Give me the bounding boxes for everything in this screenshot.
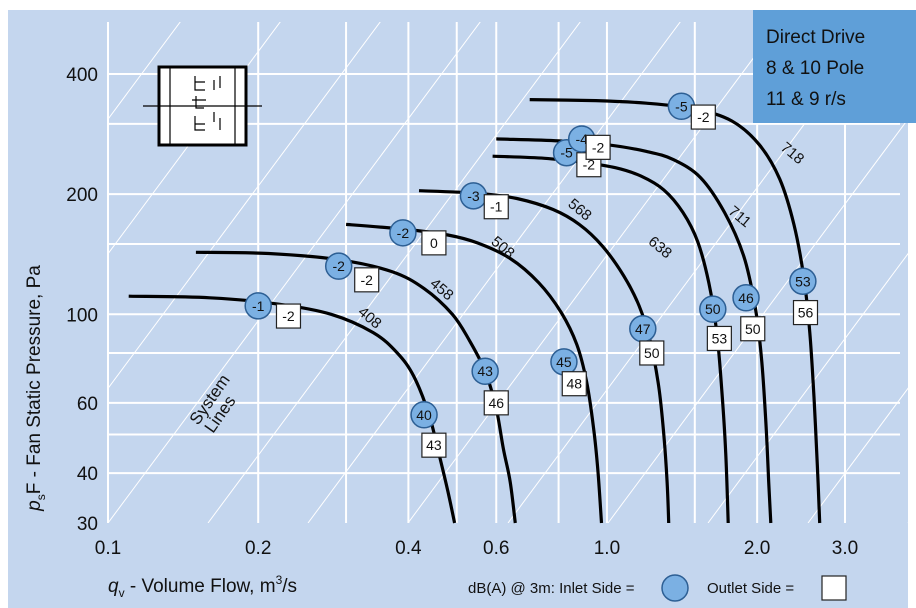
outlet-badge (421, 230, 447, 256)
x-tick-label: 0.4 (395, 538, 422, 559)
inlet-badge-value: -2 (397, 225, 410, 241)
title-box: Direct Drive 8 & 10 Pole 11 & 9 r/s (753, 10, 916, 123)
outlet-badge (275, 303, 302, 329)
y-tick-label: 30 (77, 514, 98, 535)
inlet-badge-value: 47 (635, 321, 651, 337)
x-tick-label: 0.1 (95, 538, 121, 559)
inlet-badge (324, 252, 353, 280)
y-axis-title-text: F - Fan Static Pressure, Pa (24, 265, 45, 495)
y-tick-label: 200 (66, 185, 98, 206)
x-axis-title-tail: /s (282, 576, 297, 597)
inlet-badge-value: 53 (795, 273, 811, 289)
title-line-3: 11 & 9 r/s (766, 89, 846, 110)
outlet-badge-value: -2 (592, 139, 605, 155)
outlet-badge-value: -2 (282, 308, 295, 324)
legend-outlet-square (821, 575, 847, 601)
fan-curve-568 (418, 189, 671, 524)
outlet-badge (354, 267, 380, 293)
outlet-badge-value: -2 (697, 109, 710, 125)
outlet-badge-value: -2 (583, 157, 596, 173)
x-tick-label: 0.6 (483, 538, 509, 559)
inlet-badge-value: -1 (252, 298, 265, 314)
y-axis-title-sub: s (34, 494, 48, 500)
fan-curve-408 (128, 294, 457, 524)
inlet-badge-value: -5 (560, 145, 573, 161)
inlet-badge (410, 401, 438, 429)
inlet-badge-value: 46 (738, 290, 754, 306)
y-tick-label: 100 (66, 305, 98, 326)
system-line (707, 252, 908, 523)
system-line (807, 387, 908, 523)
x-axis-title-base: q (108, 576, 119, 597)
title-line-2: 8 & 10 Pole (766, 58, 864, 79)
x-tick-label: 0.2 (245, 538, 271, 559)
system-line (207, 22, 581, 523)
outlet-badge-value: 46 (488, 395, 504, 411)
y-axis-title-base: p (24, 500, 45, 512)
inlet-badge (732, 284, 760, 312)
outlet-badge-value: 48 (566, 376, 582, 392)
inlet-badge (789, 267, 817, 296)
sound-level-badges: -1 40 -2 43 -2 43 -2 46 -2 45 0 48 -3 47 -1 50 -5 50 -2 53 -… (244, 92, 819, 458)
outlet-badge (483, 194, 509, 220)
outlet-badge-value: 53 (712, 330, 728, 346)
outlet-badge (690, 104, 716, 130)
system-line (507, 22, 881, 523)
outlet-badge-value: -2 (360, 272, 373, 288)
outlet-badge (792, 299, 819, 326)
outlet-badge-value: -1 (490, 199, 503, 215)
inlet-badge-value: -3 (467, 188, 480, 204)
legend: dB(A) @ 3m: Inlet Side = Outlet Side = (468, 574, 847, 602)
outlet-badge-value: 50 (644, 345, 660, 361)
x-axis-title-sub: v (119, 586, 125, 600)
x-tick-label: 2.0 (744, 538, 770, 559)
x-axis-title-text: - Volume Flow, m (125, 576, 276, 597)
inlet-badge (389, 219, 417, 247)
inlet-badge-value: 45 (556, 354, 572, 370)
inlet-badge-value: 50 (705, 301, 721, 317)
legend-outlet-text: Outlet Side = (707, 580, 794, 597)
system-line (108, 22, 481, 523)
outlet-badge-value: 0 (430, 235, 438, 251)
y-axis-title: psF - Fan Static Pressure, Pa (24, 265, 48, 512)
inlet-badge-value: -5 (675, 98, 688, 114)
inlet-badge-value: -2 (332, 258, 345, 274)
outlet-badge (421, 432, 447, 458)
y-tick-label: 60 (77, 394, 98, 415)
outlet-badge-value: 43 (426, 437, 442, 453)
legend-inlet-circle (661, 574, 689, 602)
inlet-badge (244, 292, 272, 320)
system-line (607, 118, 908, 523)
system-line (108, 22, 381, 390)
x-tick-label: 1.0 (594, 538, 620, 559)
inlet-badge (699, 295, 727, 323)
fan-curve-718 (529, 98, 822, 524)
outlet-badge (585, 134, 611, 160)
inlet-badge-value: 40 (416, 407, 432, 423)
fan-curve-458 (195, 250, 517, 524)
inlet-badge (471, 357, 499, 385)
outlet-badge-value: 56 (798, 305, 814, 321)
outlet-badge (740, 316, 766, 342)
outlet-badge (561, 371, 587, 397)
outlet-badge (483, 390, 509, 416)
title-line-1: Direct Drive (766, 27, 865, 48)
legend-inlet-text: dB(A) @ 3m: Inlet Side = (468, 580, 635, 597)
inlet-badge-value: -4 (575, 131, 588, 147)
y-tick-label: 40 (77, 464, 98, 485)
inlet-badge-value: 43 (477, 363, 493, 379)
outlet-badge-value: 50 (745, 321, 761, 337)
x-axis-title: qv - Volume Flow, m3/s (108, 573, 297, 600)
system-lines (108, 22, 908, 523)
x-axis-title-sup: 3 (276, 573, 283, 587)
y-tick-label: 400 (66, 65, 98, 86)
outlet-badge (639, 340, 665, 366)
outlet-badge (706, 325, 732, 352)
x-tick-label: 3.0 (832, 538, 858, 559)
system-line (307, 22, 681, 523)
fan-diagram-icon (143, 65, 262, 147)
system-line (108, 22, 281, 255)
